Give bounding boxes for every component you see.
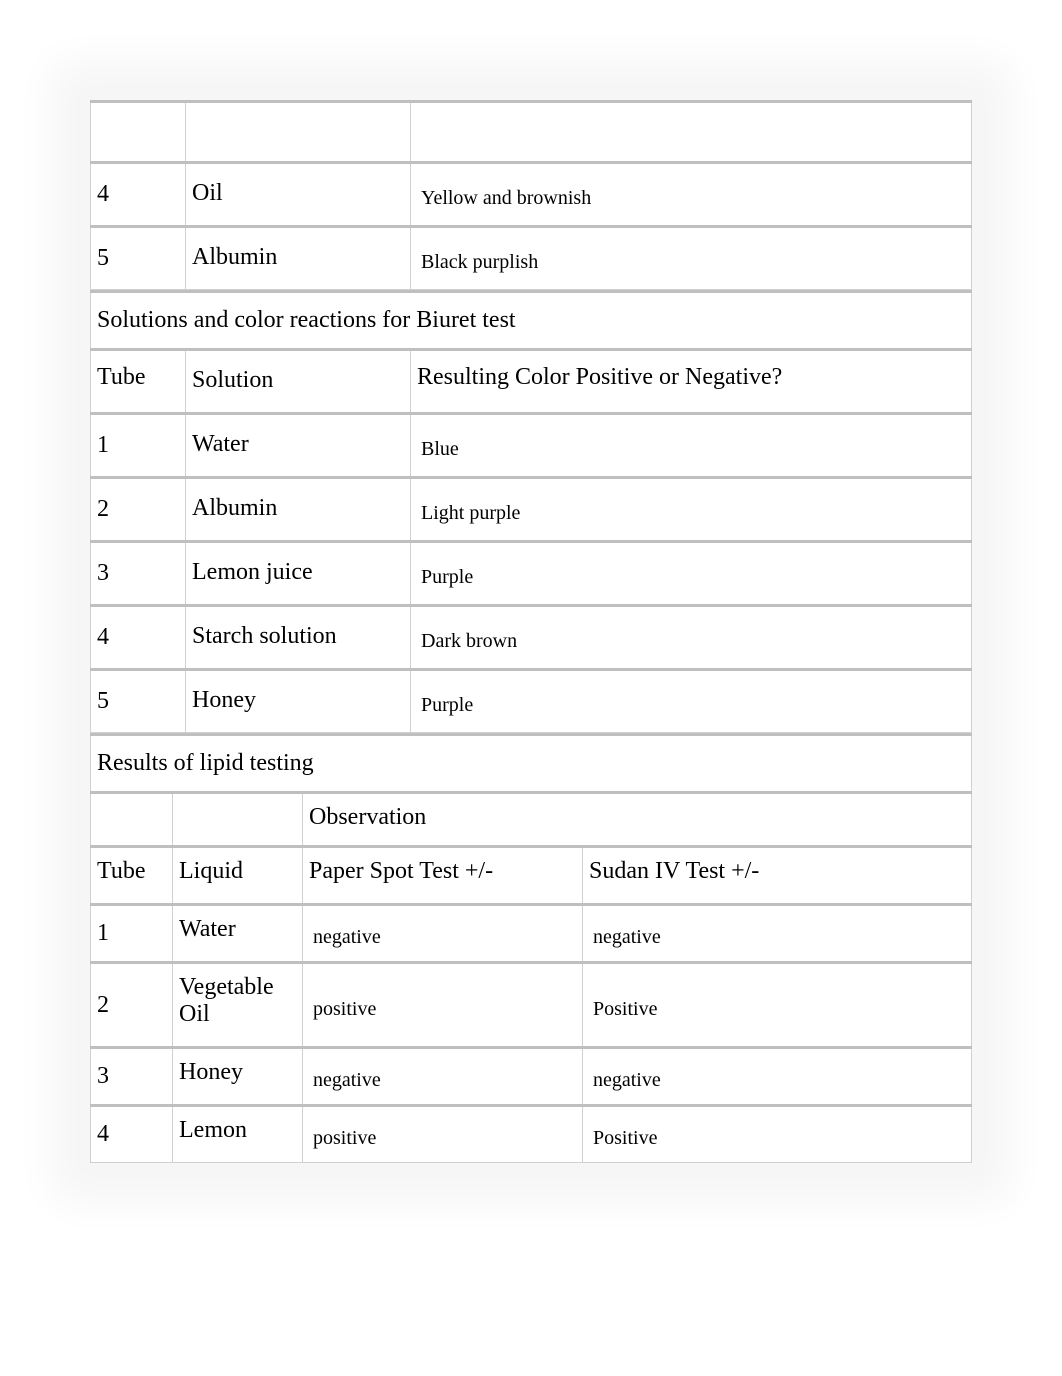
lipid-header-row: Tube Liquid Paper Spot Test +/- Sudan IV…: [91, 847, 972, 905]
paper-cell: negative: [303, 1048, 583, 1106]
tube-cell: 1: [91, 414, 186, 478]
lipid-title: Results of lipid testing: [91, 735, 972, 793]
liquid-cell: Honey: [173, 1048, 303, 1106]
tube-cell: 4: [91, 606, 186, 670]
col-result: Resulting Color Positive or Negative?: [411, 350, 972, 414]
col-liquid: Liquid: [173, 847, 303, 905]
solution-cell: Starch solution: [186, 606, 411, 670]
liquid-cell: Lemon: [173, 1106, 303, 1163]
solution-cell: Albumin: [186, 478, 411, 542]
sudan-cell: negative: [583, 905, 972, 963]
biuret-title-row: Solutions and color reactions for Biuret…: [91, 292, 972, 350]
result-cell: Purple: [411, 542, 972, 606]
lipid-observation-row: Observation: [91, 793, 972, 847]
col-tube: Tube: [91, 350, 186, 414]
col-observation: Observation: [303, 793, 972, 847]
table-row: 2 Vegetable Oil positive Positive: [91, 963, 972, 1048]
col-tube: Tube: [91, 847, 173, 905]
table-row: 4 Lemon positive Positive: [91, 1106, 972, 1163]
table-row: 4 Oil Yellow and brownish: [91, 163, 972, 227]
result-cell: Black purplish: [411, 227, 972, 290]
lipid-title-row: Results of lipid testing: [91, 735, 972, 793]
result-cell: Blue: [411, 414, 972, 478]
biuret-table: Solutions and color reactions for Biuret…: [90, 290, 972, 733]
liquid-cell: Vegetable Oil: [173, 963, 303, 1048]
col-paper: Paper Spot Test +/-: [303, 847, 583, 905]
paper-cell: negative: [303, 905, 583, 963]
solution-cell: Albumin: [186, 227, 411, 290]
table-row: 1 Water Blue: [91, 414, 972, 478]
tube-cell: 3: [91, 1048, 173, 1106]
tube-cell: 5: [91, 670, 186, 733]
paper-cell: positive: [303, 963, 583, 1048]
tube-cell: 4: [91, 163, 186, 227]
tube-cell: 4: [91, 1106, 173, 1163]
biuret-title: Solutions and color reactions for Biuret…: [91, 292, 972, 350]
sudan-cell: Positive: [583, 963, 972, 1048]
table-row: 5 Albumin Black purplish: [91, 227, 972, 290]
solution-cell: Honey: [186, 670, 411, 733]
table-row: 2 Albumin Light purple: [91, 478, 972, 542]
result-cell: Purple: [411, 670, 972, 733]
tube-cell: 2: [91, 963, 173, 1048]
result-cell: Light purple: [411, 478, 972, 542]
sudan-cell: negative: [583, 1048, 972, 1106]
solution-cell: Oil: [186, 163, 411, 227]
result-cell: Yellow and brownish: [411, 163, 972, 227]
paper-cell: positive: [303, 1106, 583, 1163]
table-row: [91, 102, 972, 163]
table-row: 3 Honey negative negative: [91, 1048, 972, 1106]
liquid-cell: Water: [173, 905, 303, 963]
col-solution: Solution: [186, 350, 411, 414]
result-cell: Dark brown: [411, 606, 972, 670]
top-fragment-table: 4 Oil Yellow and brownish 5 Albumin Blac…: [90, 100, 972, 290]
solution-cell: Lemon juice: [186, 542, 411, 606]
table-row: 4 Starch solution Dark brown: [91, 606, 972, 670]
col-sudan: Sudan IV Test +/-: [583, 847, 972, 905]
tube-cell: 2: [91, 478, 186, 542]
sudan-cell: Positive: [583, 1106, 972, 1163]
tube-cell: 3: [91, 542, 186, 606]
tube-cell: 5: [91, 227, 186, 290]
table-row: 1 Water negative negative: [91, 905, 972, 963]
tube-cell: 1: [91, 905, 173, 963]
lipid-table: Results of lipid testing Observation Tub…: [90, 733, 972, 1163]
biuret-header-row: Tube Solution Resulting Color Positive o…: [91, 350, 972, 414]
solution-cell: Water: [186, 414, 411, 478]
table-row: 5 Honey Purple: [91, 670, 972, 733]
table-row: 3 Lemon juice Purple: [91, 542, 972, 606]
